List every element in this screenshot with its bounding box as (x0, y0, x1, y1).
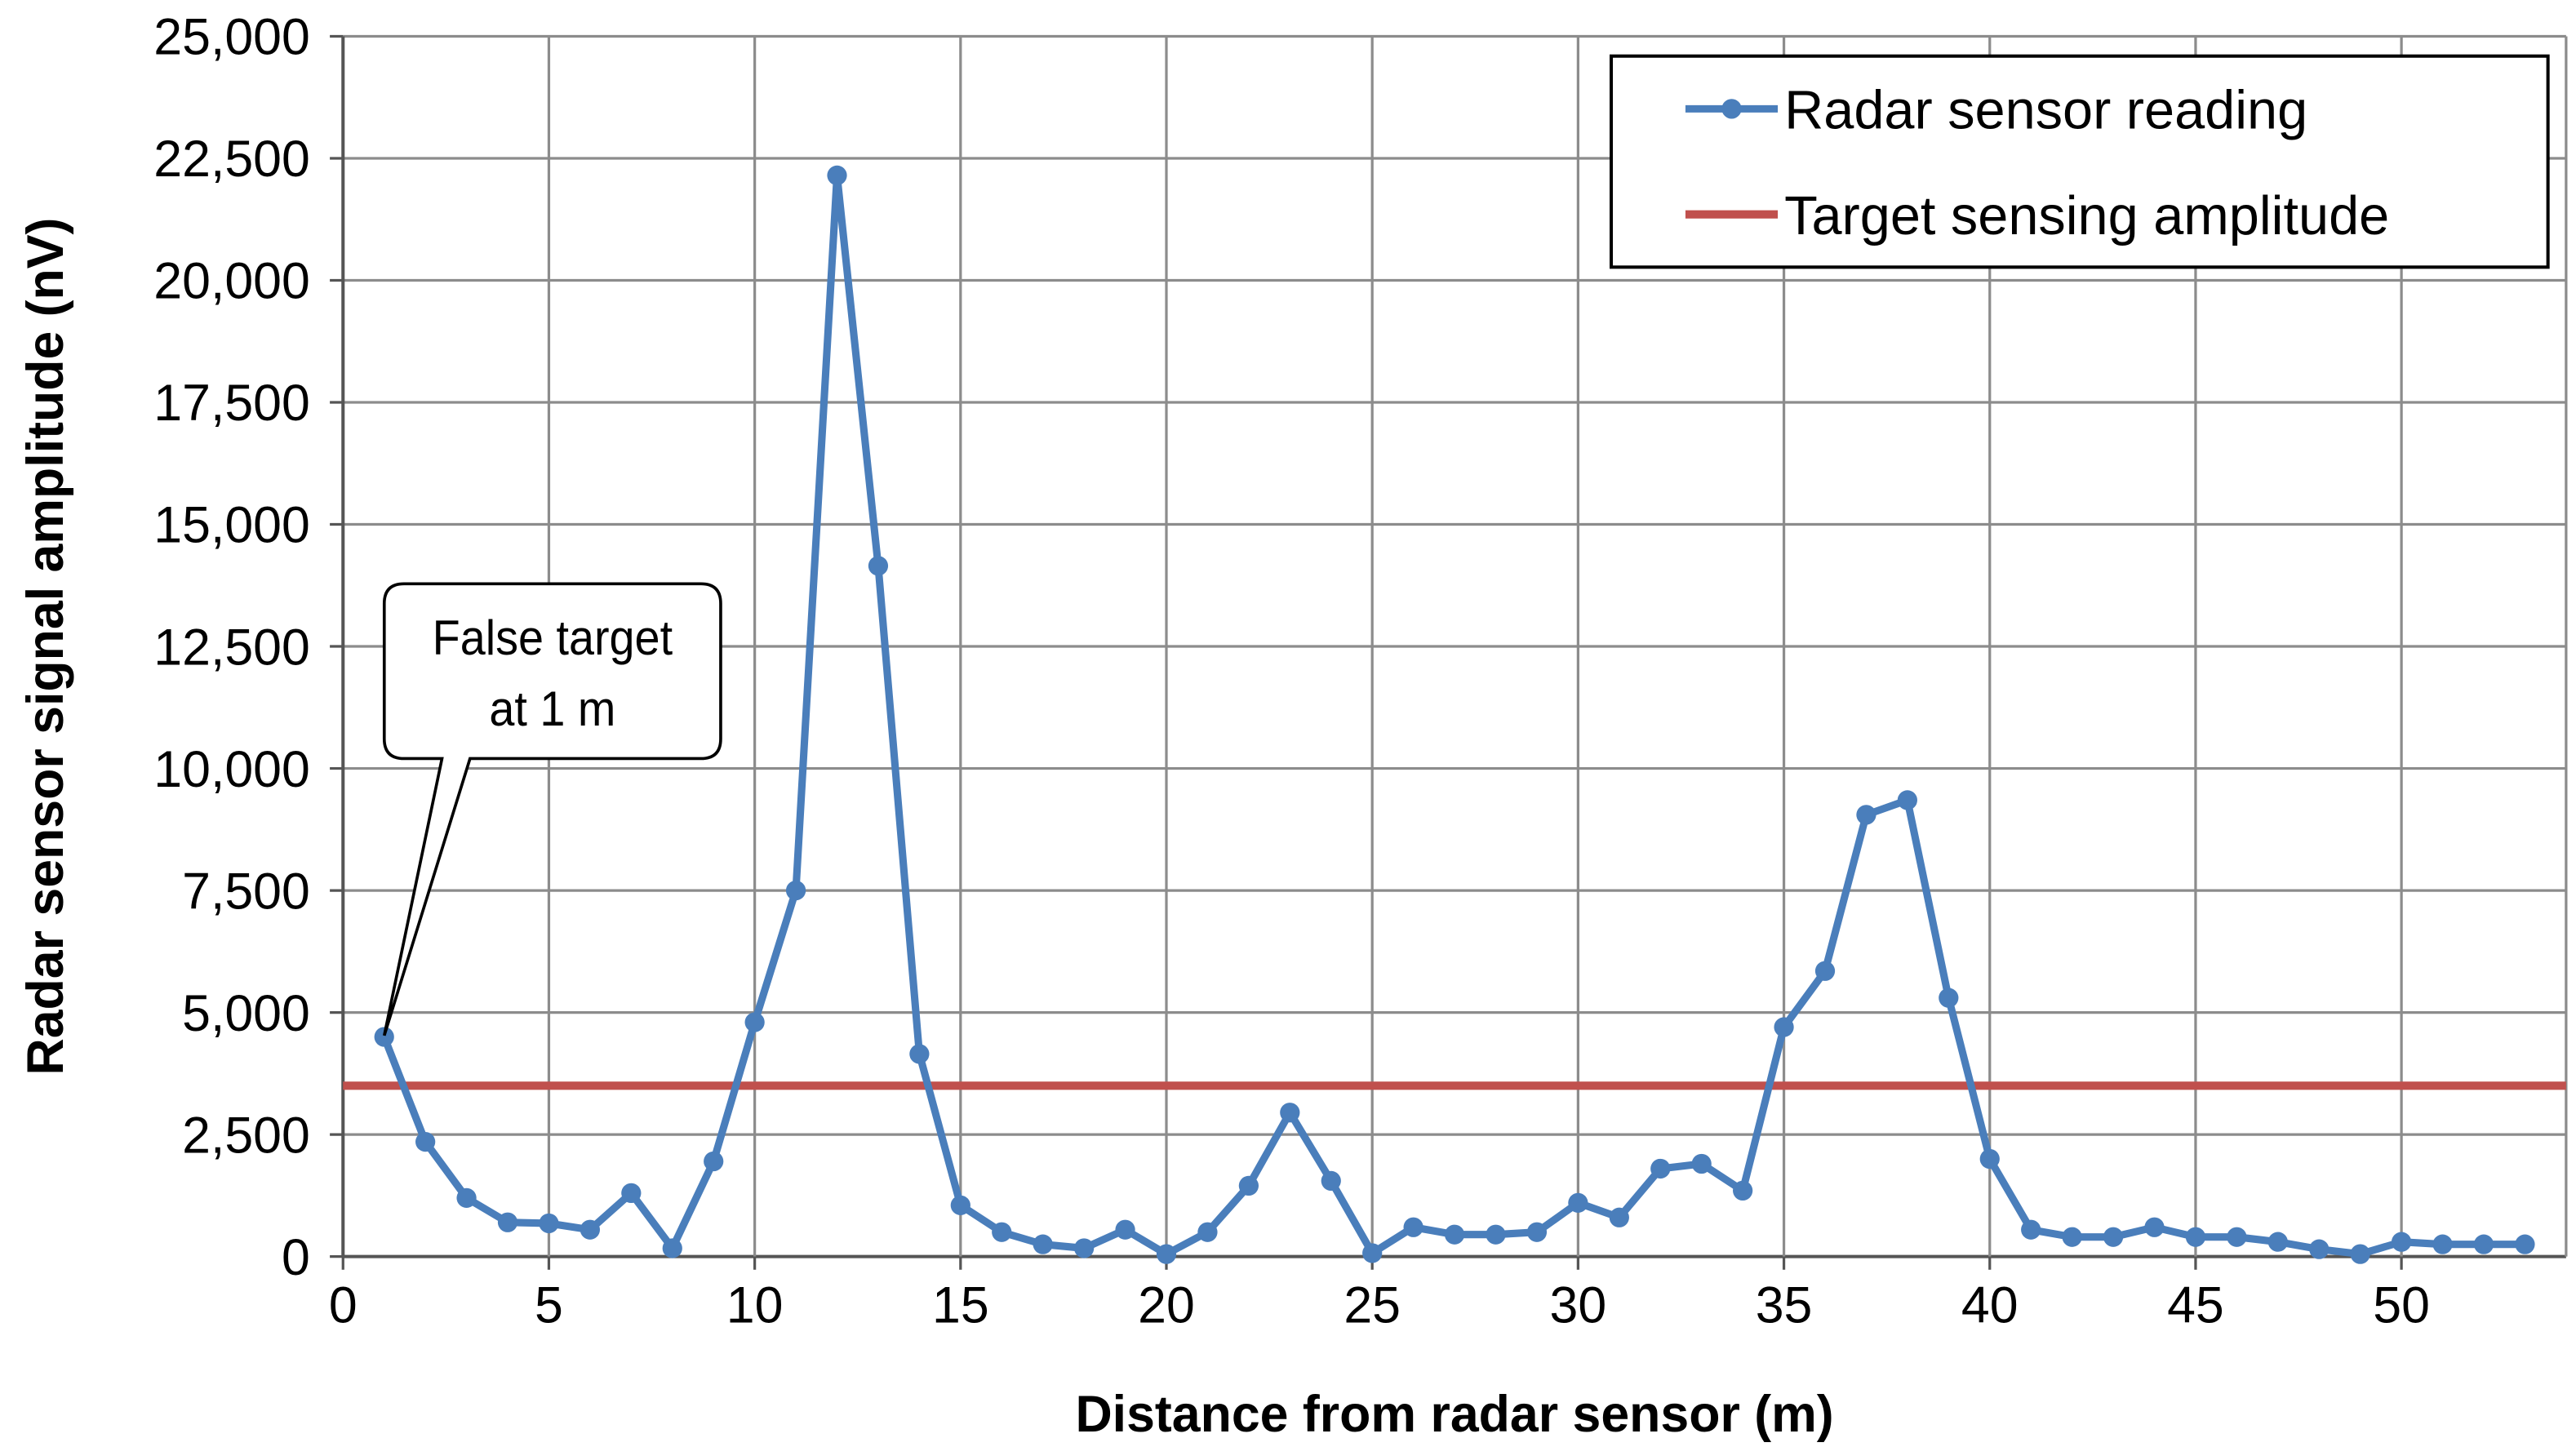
y-tick-label: 5,000 (182, 985, 310, 1042)
y-tick-label: 12,500 (153, 619, 310, 676)
x-tick-label: 30 (1550, 1276, 1607, 1334)
y-axis-title: Radar sensor signal amplitude (nV) (17, 218, 74, 1076)
data-point (1362, 1243, 1383, 1263)
data-point (2062, 1227, 2082, 1247)
data-point (909, 1044, 930, 1064)
y-tick-label: 17,500 (153, 375, 310, 432)
data-point (1568, 1192, 1588, 1213)
data-point (2021, 1219, 2041, 1240)
x-tick-label: 10 (726, 1276, 784, 1334)
x-tick-label: 50 (2373, 1276, 2430, 1334)
data-point (827, 165, 847, 186)
data-point (2227, 1227, 2247, 1247)
y-tick-label: 2,500 (182, 1107, 310, 1164)
data-point (1197, 1222, 1218, 1242)
data-point (950, 1195, 970, 1215)
data-point (785, 880, 806, 901)
data-point (1321, 1170, 1341, 1192)
legend-label-radar: Radar sensor reading (1784, 81, 2307, 141)
data-point (1609, 1207, 1629, 1227)
data-point (1156, 1244, 1177, 1264)
data-point (1856, 805, 1876, 825)
data-point (2392, 1232, 2412, 1252)
x-tick-label: 45 (2167, 1276, 2224, 1334)
data-point (1280, 1103, 1300, 1123)
x-axis-ticks: 0 5 10 15 20 25 30 35 40 45 50 (329, 1276, 2430, 1334)
y-tick-label: 25,000 (153, 9, 310, 66)
data-point (1774, 1017, 1794, 1037)
data-point (704, 1151, 724, 1172)
callout-false-target: False target at 1 m (382, 582, 722, 1036)
y-axis-ticks: 0 2,500 5,000 7,500 10,000 12,500 15,000 17,500… (153, 9, 310, 1286)
callout-line-2: at 1 m (489, 681, 615, 737)
y-tick-label: 0 (282, 1229, 310, 1286)
data-point (456, 1187, 477, 1208)
data-point (1979, 1148, 2000, 1170)
data-point (1444, 1224, 1465, 1245)
x-tick-label: 20 (1138, 1276, 1195, 1334)
data-point (744, 1012, 765, 1032)
data-point (1526, 1222, 1548, 1242)
y-tick-label: 15,000 (153, 497, 310, 554)
data-point (621, 1183, 642, 1203)
data-point (2103, 1227, 2124, 1247)
data-point (1733, 1180, 1753, 1201)
data-point (662, 1238, 682, 1258)
data-point (1939, 988, 1959, 1008)
data-point (415, 1131, 436, 1152)
data-point (2350, 1244, 2370, 1264)
data-point (580, 1219, 601, 1240)
data-point (539, 1213, 559, 1234)
data-point (1650, 1158, 1671, 1179)
y-tick-label: 22,500 (153, 131, 310, 188)
data-point (1074, 1238, 1095, 1258)
data-point (497, 1212, 518, 1232)
radar-sensor-reading-points (374, 165, 2535, 1264)
legend: Radar sensor reading Target sensing ampl… (1609, 54, 2550, 269)
data-point (2144, 1217, 2165, 1237)
data-point (1403, 1217, 1423, 1237)
x-tick-label: 40 (1961, 1276, 2019, 1334)
x-tick-label: 15 (932, 1276, 989, 1334)
data-point (2473, 1234, 2494, 1254)
x-tick-label: 5 (535, 1276, 563, 1334)
x-axis-title: Distance from radar sensor (m) (1075, 1386, 1833, 1443)
data-point (2185, 1227, 2206, 1247)
data-point (2515, 1234, 2535, 1254)
data-point (2309, 1239, 2330, 1259)
y-tick-label: 7,500 (182, 863, 310, 920)
data-point (1033, 1234, 1053, 1254)
data-point (1486, 1224, 1506, 1245)
y-tick-label: 20,000 (153, 253, 310, 310)
data-point (1691, 1153, 1712, 1174)
data-point (992, 1222, 1012, 1242)
data-point (374, 1027, 394, 1047)
legend-marker-radar (1721, 99, 1742, 119)
x-tick-label: 25 (1344, 1276, 1401, 1334)
callout-line-1: False target (433, 610, 673, 666)
legend-label-target: Target sensing amplitude (1784, 186, 2389, 246)
y-tick-label: 10,000 (153, 741, 310, 798)
data-point (1115, 1219, 1135, 1240)
data-point (1814, 961, 1836, 981)
data-point (1897, 790, 1918, 810)
x-tick-label: 0 (329, 1276, 358, 1334)
x-tick-label: 35 (1756, 1276, 1813, 1334)
data-point (1238, 1175, 1259, 1196)
data-point (2267, 1232, 2288, 1252)
data-point (2432, 1234, 2453, 1254)
data-point (868, 556, 889, 576)
